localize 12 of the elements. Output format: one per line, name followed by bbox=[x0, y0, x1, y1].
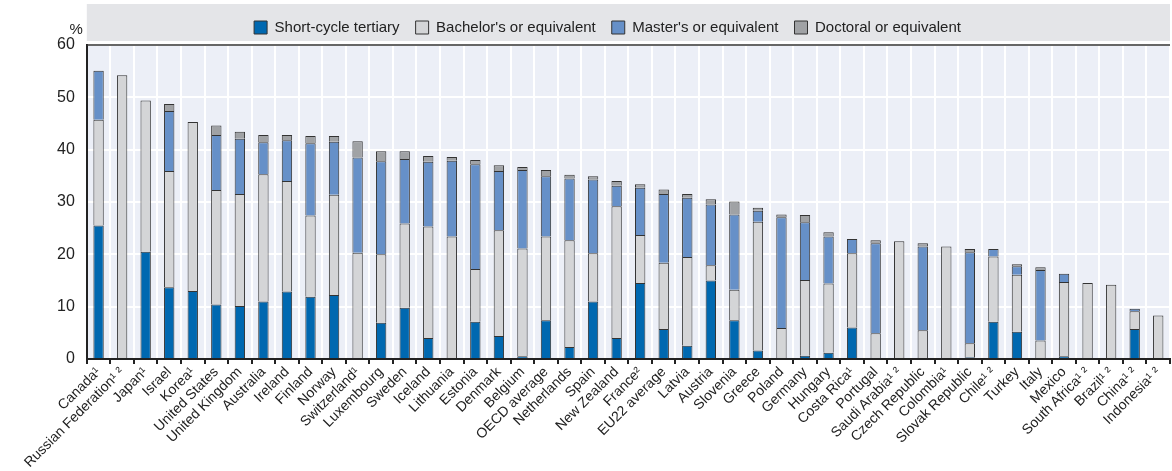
y-tick-label: 60 bbox=[57, 35, 75, 53]
y-tick-label: 10 bbox=[57, 297, 75, 315]
legend-label: Master's or equivalent bbox=[632, 17, 780, 35]
y-tick-label: 50 bbox=[57, 87, 75, 105]
y-tick-label: 20 bbox=[57, 244, 75, 262]
y-tick-label: 40 bbox=[57, 140, 75, 158]
legend-label: Doctoral or equivalent bbox=[815, 17, 962, 35]
legend-label: Bachelor's or equivalent bbox=[436, 17, 597, 35]
y-tick-label: 0 bbox=[65, 349, 75, 367]
y-tick-label: 30 bbox=[57, 192, 75, 210]
y-axis-title: % bbox=[69, 19, 83, 37]
legend-label: Short-cycle tertiary bbox=[274, 17, 401, 35]
